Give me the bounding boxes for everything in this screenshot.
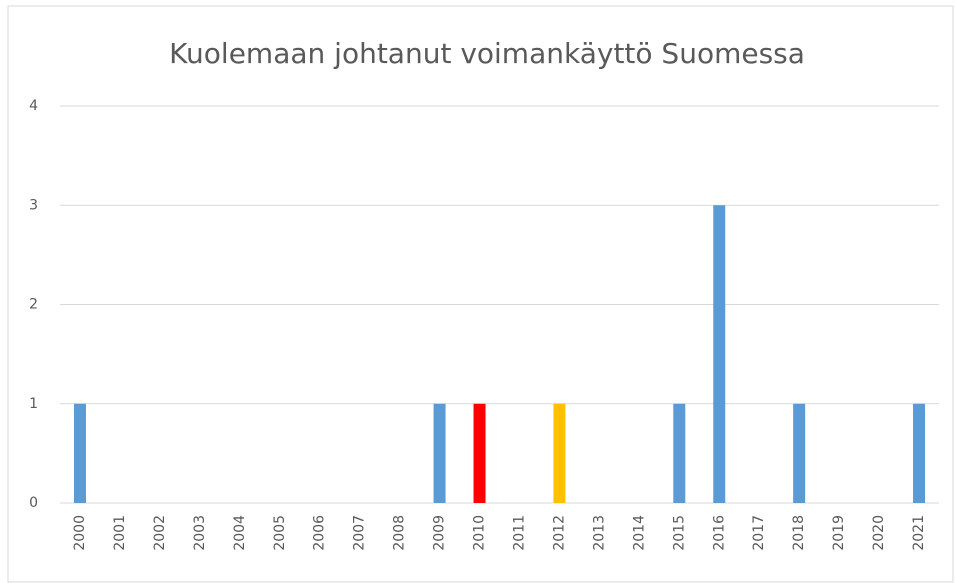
- x-tick-label: 2008: [392, 515, 408, 551]
- bar: [793, 403, 806, 503]
- bar: [913, 403, 926, 503]
- y-tick-label: 0: [29, 495, 38, 511]
- x-tick-label: 2021: [911, 515, 927, 551]
- x-tick-label: 2011: [511, 515, 527, 551]
- bar: [73, 403, 86, 503]
- x-tick-label: 2013: [591, 515, 607, 551]
- bar: [433, 403, 446, 503]
- x-tick-label: 2020: [871, 515, 887, 551]
- x-tick-label: 2005: [272, 515, 288, 551]
- y-tick-label: 2: [29, 297, 38, 313]
- x-tick-label: 2007: [352, 515, 368, 551]
- y-tick-label: 3: [29, 197, 38, 213]
- x-tick-label: 2000: [72, 515, 88, 551]
- bar: [553, 403, 566, 503]
- y-tick-label: 1: [29, 396, 38, 412]
- x-tick-label: 2009: [432, 515, 448, 551]
- bar: [673, 403, 686, 503]
- x-tick-label: 2012: [551, 515, 567, 551]
- x-tick-label: 2010: [472, 515, 488, 551]
- chart-title: Kuolemaan johtanut voimankäyttö Suomessa: [169, 37, 805, 70]
- x-tick-label: 2003: [192, 515, 208, 551]
- x-tick-label: 2016: [711, 515, 727, 551]
- x-tick-label: 2004: [232, 515, 248, 551]
- x-tick-label: 2006: [312, 515, 328, 551]
- x-tick-label: 2002: [152, 515, 168, 551]
- x-tick-label: 2018: [791, 515, 807, 551]
- x-tick-label: 2001: [112, 515, 128, 551]
- x-tick-label: 2015: [671, 515, 687, 551]
- x-tick-label: 2019: [831, 515, 847, 551]
- x-tick-label: 2014: [631, 515, 647, 551]
- bar: [473, 403, 486, 503]
- bar: [713, 205, 726, 503]
- x-tick-label: 2017: [751, 515, 767, 551]
- y-tick-label: 4: [29, 98, 38, 114]
